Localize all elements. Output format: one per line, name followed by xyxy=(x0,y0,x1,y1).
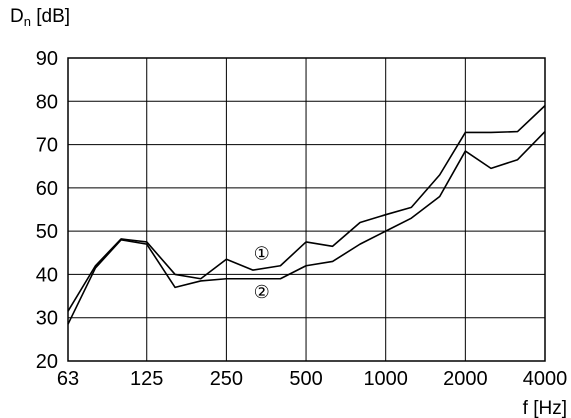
series-line-1 xyxy=(67,105,546,312)
series-lines xyxy=(67,105,546,325)
x-tick-label-2: 250 xyxy=(210,368,243,390)
x-tick-label-3: 500 xyxy=(289,368,322,390)
y-tick-label-1: 30 xyxy=(36,308,58,330)
y-tick-label-7: 90 xyxy=(36,48,58,70)
x-tick-label-6: 4000 xyxy=(523,368,568,390)
y-tick-label-5: 70 xyxy=(36,135,58,157)
series-label-1: ① xyxy=(254,243,270,263)
y-tick-labels: 20 30 40 50 60 70 80 90 xyxy=(36,48,58,373)
y-tick-label-2: 40 xyxy=(36,264,58,286)
y-axis-label: Dn [dB] xyxy=(10,6,70,29)
y-tick-label-4: 60 xyxy=(36,178,58,200)
x-tick-label-4: 1000 xyxy=(363,368,408,390)
x-tick-label-1: 125 xyxy=(130,368,163,390)
plot-frame xyxy=(67,57,546,362)
y-axis-label-unit: [dB] xyxy=(31,6,70,27)
y-axis-label-sub: n xyxy=(24,14,31,29)
y-axis-label-main: D xyxy=(10,6,24,27)
y-tick-label-6: 80 xyxy=(36,91,58,113)
y-tick-label-3: 50 xyxy=(36,221,58,243)
grid xyxy=(67,57,546,362)
y-tick-label-0: 20 xyxy=(36,351,58,373)
series-labels: ①② xyxy=(254,243,270,302)
x-tick-label-5: 2000 xyxy=(443,368,488,390)
series-line-2 xyxy=(67,131,546,325)
x-tick-label-0: 63 xyxy=(57,368,79,390)
series-label-2: ② xyxy=(254,282,270,302)
x-axis-label: f [Hz] xyxy=(523,398,567,418)
x-tick-labels: 63 125 250 500 1000 2000 4000 xyxy=(57,368,567,390)
